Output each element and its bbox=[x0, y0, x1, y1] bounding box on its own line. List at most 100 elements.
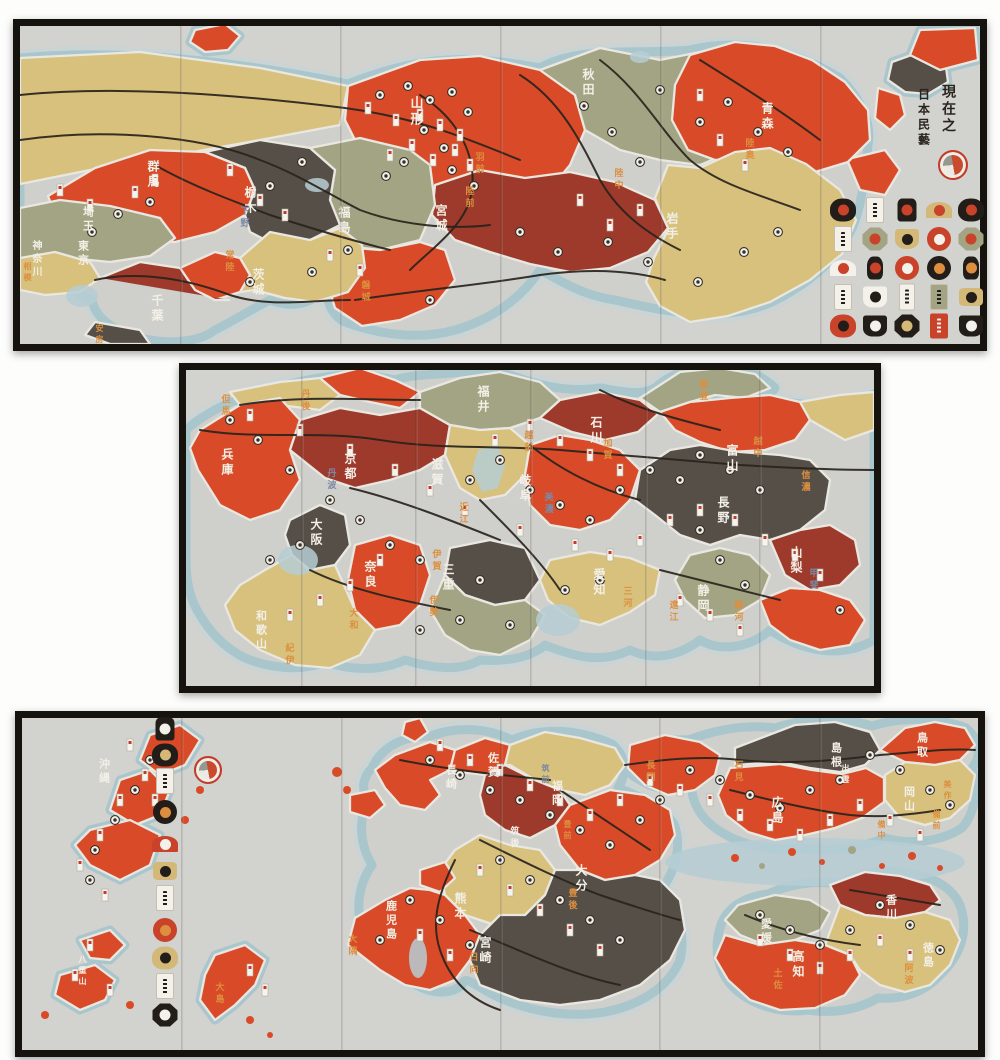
craft-tag-marker bbox=[416, 928, 424, 942]
craft-tag-marker bbox=[571, 538, 579, 552]
craft-tag-marker bbox=[716, 133, 724, 147]
craft-tag-marker bbox=[286, 608, 294, 622]
craft-tag-marker bbox=[446, 948, 454, 962]
folding-screen-middle: 兵庫 但馬 丹後 京都 丹波 滋賀 近江 福井 越前 石川 加賀 能登 富山 越中 岐阜 美濃 長野 信濃 山梨 甲斐… bbox=[179, 363, 881, 693]
craft-tag-marker bbox=[261, 983, 269, 997]
craft-tag-marker bbox=[436, 738, 444, 752]
craft-tag-marker bbox=[426, 483, 434, 497]
craft-tag-marker bbox=[526, 418, 534, 432]
craft-tag-marker bbox=[246, 963, 254, 977]
craft-tag-marker bbox=[586, 808, 594, 822]
craft-tag-marker bbox=[616, 463, 624, 477]
craft-tag-marker bbox=[346, 443, 354, 457]
craft-tag-marker bbox=[816, 568, 824, 582]
craft-tag-marker bbox=[466, 158, 474, 172]
craft-tag-marker bbox=[96, 828, 104, 842]
screen3-map-canvas bbox=[41, 718, 978, 1038]
craft-tag-marker bbox=[556, 433, 564, 447]
craft-tag-marker bbox=[636, 533, 644, 547]
craft-tag-marker bbox=[876, 933, 884, 947]
craft-tag-marker bbox=[491, 433, 499, 447]
craft-tag-marker bbox=[461, 503, 469, 517]
craft-tag-marker bbox=[386, 148, 394, 162]
craft-tag-marker bbox=[126, 738, 134, 752]
craft-tag-marker bbox=[391, 463, 399, 477]
craft-tag-marker bbox=[856, 798, 864, 812]
craft-tag-marker bbox=[606, 548, 614, 562]
craft-tag-marker bbox=[356, 263, 364, 277]
craft-tag-marker bbox=[791, 548, 799, 562]
craft-tag-marker bbox=[706, 793, 714, 807]
craft-tag-marker bbox=[556, 793, 564, 807]
craft-tag-marker bbox=[408, 138, 416, 152]
folding-screen-top: 山形 羽前 秋田 青森 陸奥 岩手 陸中 宮城 陸前 福島 磐城 栃木 下野 群馬 埼玉 東京 神奈川 相模 千葉茨… bbox=[13, 19, 987, 351]
craft-tag-marker bbox=[731, 513, 739, 527]
craft-tag-marker bbox=[646, 773, 654, 787]
craft-tag-marker bbox=[916, 828, 924, 842]
craft-tag-marker bbox=[256, 193, 264, 207]
craft-tag-marker bbox=[826, 813, 834, 827]
craft-tag-marker bbox=[226, 163, 234, 177]
craft-tag-marker bbox=[741, 158, 749, 172]
craft-tag-marker bbox=[166, 773, 174, 787]
screen1-map-canvas bbox=[20, 26, 980, 344]
craft-tag-marker bbox=[736, 623, 744, 637]
craft-tag-marker bbox=[676, 783, 684, 797]
craft-tag-marker bbox=[566, 923, 574, 937]
craft-tag-marker bbox=[796, 828, 804, 842]
craft-tag-marker bbox=[636, 203, 644, 217]
craft-tag-marker bbox=[761, 533, 769, 547]
craft-tag-marker bbox=[364, 101, 372, 115]
craft-tag-marker bbox=[596, 943, 604, 957]
craft-tag-marker bbox=[696, 503, 704, 517]
craft-tag-marker bbox=[786, 948, 794, 962]
craft-tag-marker bbox=[456, 128, 464, 142]
prefecture-regions bbox=[188, 370, 874, 670]
craft-tag-marker bbox=[116, 793, 124, 807]
craft-tag-marker bbox=[346, 578, 354, 592]
craft-tag-marker bbox=[846, 948, 854, 962]
craft-tag-marker bbox=[246, 408, 254, 422]
craft-tag-marker bbox=[436, 118, 444, 132]
craft-tag-marker bbox=[586, 448, 594, 462]
craft-tag-marker bbox=[766, 818, 774, 832]
craft-tag-marker bbox=[576, 193, 584, 207]
craft-tag-marker bbox=[316, 593, 324, 607]
craft-tag-marker bbox=[451, 143, 459, 157]
craft-tag-marker bbox=[101, 888, 109, 902]
craft-tag-marker bbox=[886, 813, 894, 827]
craft-tag-marker bbox=[56, 183, 64, 197]
craft-tag-marker bbox=[151, 173, 159, 187]
craft-tag-marker bbox=[416, 108, 424, 122]
craft-tag-marker bbox=[131, 185, 139, 199]
craft-tag-marker bbox=[706, 608, 714, 622]
craft-tag-marker bbox=[496, 763, 504, 777]
craft-tag-marker bbox=[86, 198, 94, 212]
craft-tag-marker bbox=[106, 983, 114, 997]
craft-tag-marker bbox=[676, 593, 684, 607]
craft-tag-marker bbox=[141, 768, 149, 782]
screen2-map-canvas bbox=[186, 370, 874, 677]
craft-tag-marker bbox=[392, 113, 400, 127]
craft-tag-marker bbox=[76, 858, 84, 872]
craft-tag-marker bbox=[506, 883, 514, 897]
craft-tag-marker bbox=[71, 968, 79, 982]
inland-sea-islets bbox=[41, 767, 943, 1038]
craft-tag-marker bbox=[696, 88, 704, 102]
craft-tag-marker bbox=[756, 933, 764, 947]
folding-screen-bottom: 沖縄 八重山 大島 長崎 佐賀 福岡 筑前 筑後 豊前 大分 豊後 熊本 鹿児島 大隅 宮崎 日向 長門 島根 出雲… bbox=[15, 711, 985, 1057]
craft-tag-marker bbox=[616, 793, 624, 807]
craft-tag-marker bbox=[526, 778, 534, 792]
craft-tag-marker bbox=[516, 523, 524, 537]
craft-tag-marker bbox=[429, 153, 437, 167]
craft-tag-marker bbox=[296, 423, 304, 437]
craft-tag-marker bbox=[606, 218, 614, 232]
craft-tag-marker bbox=[666, 513, 674, 527]
craft-tag-marker bbox=[476, 863, 484, 877]
craft-tag-marker bbox=[466, 753, 474, 767]
craft-tag-marker bbox=[736, 808, 744, 822]
craft-tag-marker bbox=[906, 948, 914, 962]
craft-tag-marker bbox=[86, 938, 94, 952]
roads bbox=[399, 748, 976, 1011]
